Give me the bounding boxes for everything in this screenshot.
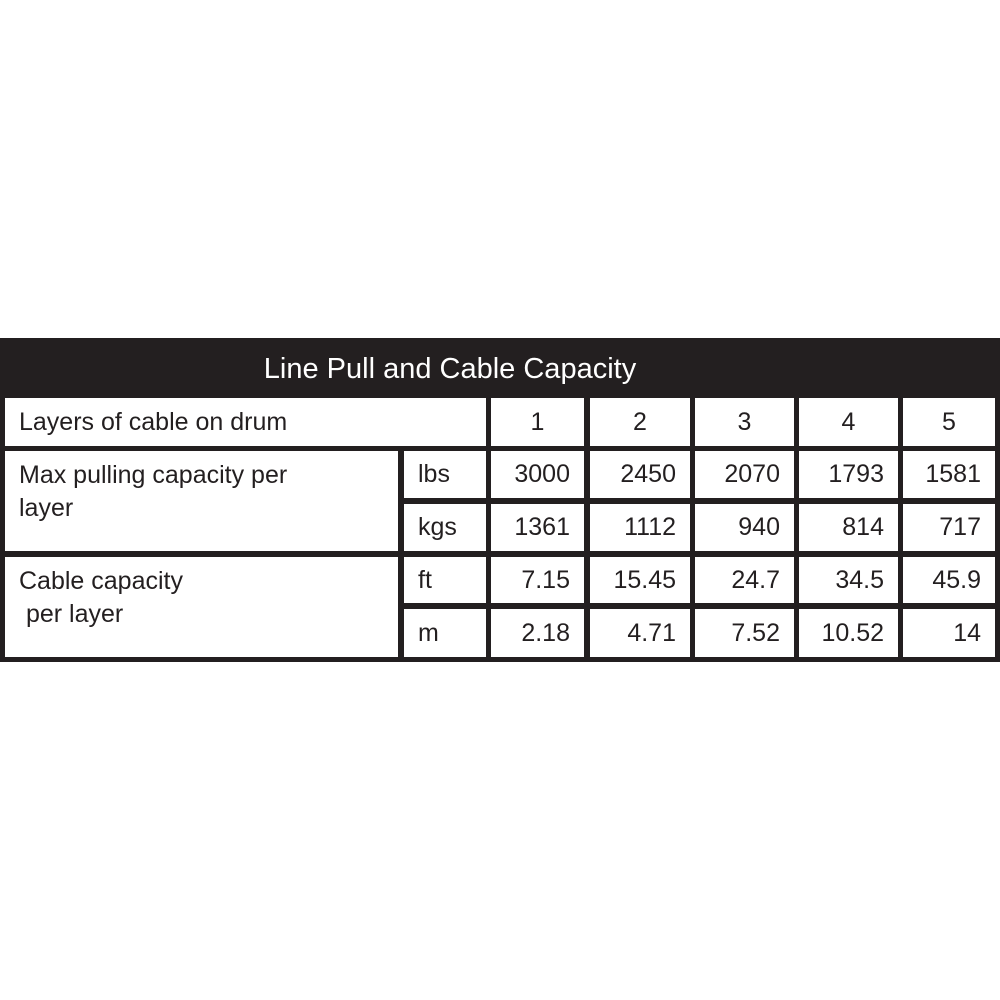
group-label: Cable capacity per layer xyxy=(5,557,398,657)
value-cell: 3000 xyxy=(491,451,584,498)
value-cell: 1793 xyxy=(799,451,898,498)
value-cell: 717 xyxy=(903,504,995,551)
layer-header: 5 xyxy=(903,398,995,446)
value-cell: 4.71 xyxy=(590,609,690,657)
capacity-table: Line Pull and Cable Capacity Layers of c… xyxy=(0,338,1000,662)
value-cell: 15.45 xyxy=(590,557,690,603)
value-cell: 2070 xyxy=(695,451,794,498)
value-cell: 1112 xyxy=(590,504,690,551)
value-cell: 940 xyxy=(695,504,794,551)
value-cell: 45.9 xyxy=(903,557,995,603)
table-title: Line Pull and Cable Capacity xyxy=(263,353,637,385)
value-cell: 1361 xyxy=(491,504,584,551)
group-label: Max pulling capacity per layer xyxy=(5,451,398,551)
value-cell: 10.52 xyxy=(799,609,898,657)
value-cell: 1581 xyxy=(903,451,995,498)
value-cell: 2.18 xyxy=(491,609,584,657)
unit-cell: kgs xyxy=(404,504,486,551)
header-label: Layers of cable on drum xyxy=(5,398,486,446)
unit-cell: ft xyxy=(404,557,486,603)
value-cell: 2450 xyxy=(590,451,690,498)
value-cell: 7.52 xyxy=(695,609,794,657)
value-cell: 7.15 xyxy=(491,557,584,603)
value-cell: 24.7 xyxy=(695,557,794,603)
unit-cell: m xyxy=(404,609,486,657)
value-cell: 814 xyxy=(799,504,898,551)
layer-header: 3 xyxy=(695,398,794,446)
unit-cell: lbs xyxy=(404,451,486,498)
value-cell: 14 xyxy=(903,609,995,657)
layer-header: 4 xyxy=(799,398,898,446)
layer-header: 2 xyxy=(590,398,690,446)
value-cell: 34.5 xyxy=(799,557,898,603)
layer-header: 1 xyxy=(491,398,584,446)
